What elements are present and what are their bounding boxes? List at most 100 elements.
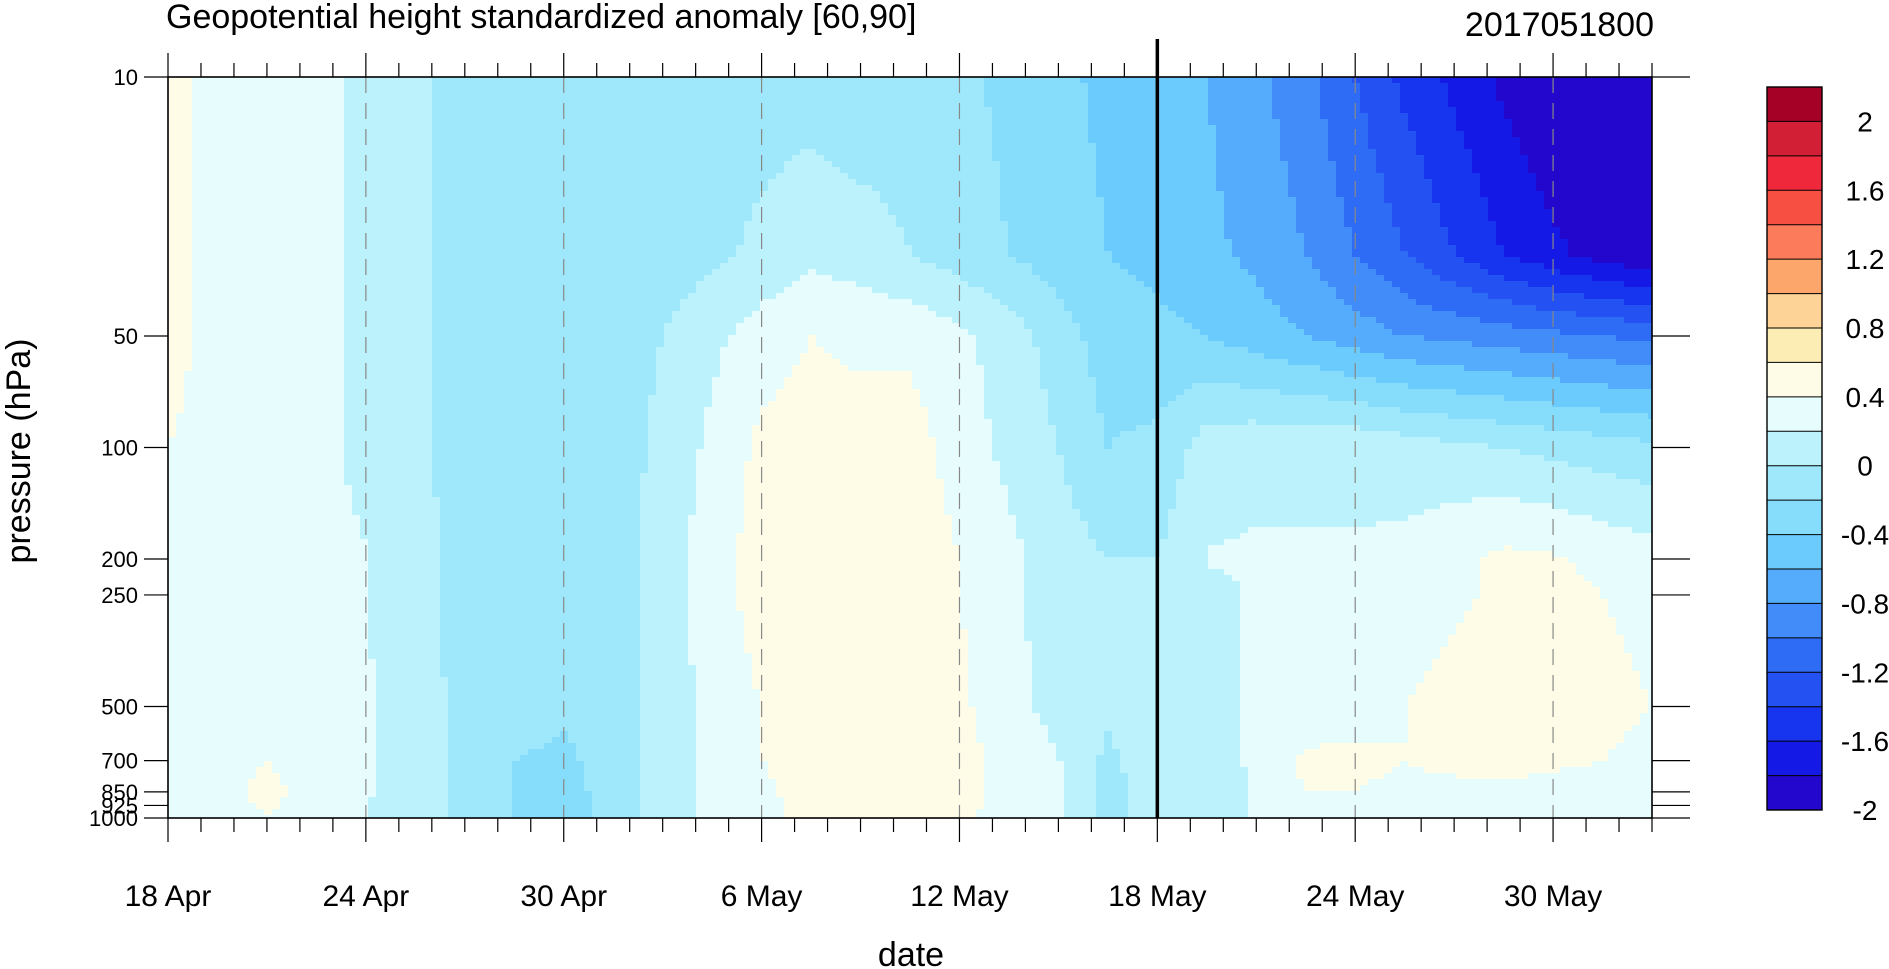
contour-cell: [640, 143, 649, 150]
contour-cell: [1056, 161, 1065, 168]
contour-cell: [752, 191, 761, 198]
contour-cell: [880, 119, 889, 126]
contour-cell: [680, 155, 689, 162]
contour-cell: [1032, 167, 1041, 174]
contour-cell: [696, 215, 705, 222]
contour-cell: [960, 155, 969, 162]
contour-cell: [800, 167, 809, 174]
contour-cell: [168, 119, 177, 126]
contour-cell: [960, 77, 969, 84]
contour-cell: [416, 107, 425, 114]
contour-cell: [784, 95, 793, 102]
contour-cell: [1072, 167, 1081, 174]
contour-cell: [208, 101, 217, 108]
contour-cell: [352, 173, 361, 180]
contour-cell: [1400, 209, 1409, 216]
contour-cell: [304, 113, 313, 120]
contour-cell: [1328, 125, 1337, 132]
contour-cell: [992, 89, 1001, 96]
contour-cell: [1288, 185, 1297, 192]
contour-cell: [1008, 137, 1017, 144]
contour-cell: [280, 209, 289, 216]
contour-cell: [1272, 221, 1281, 228]
contour-cell: [200, 179, 209, 186]
contour-cell: [520, 149, 529, 156]
contour-cell: [752, 167, 761, 174]
contour-cell: [1128, 137, 1137, 144]
contour-cell: [1520, 137, 1529, 144]
contour-cell: [232, 191, 241, 198]
contour-cell: [904, 101, 913, 108]
contour-cell: [616, 203, 625, 210]
contour-cell: [1336, 143, 1345, 150]
contour-cell: [768, 131, 777, 138]
contour-cell: [1560, 203, 1569, 210]
contour-cell: [1544, 149, 1553, 156]
contour-cell: [1104, 209, 1113, 216]
contour-cell: [1408, 221, 1417, 228]
contour-cell: [912, 77, 921, 84]
contour-cell: [1008, 233, 1017, 240]
contour-cell: [1456, 191, 1465, 198]
contour-cell: [360, 185, 369, 192]
contour-cell: [1192, 173, 1201, 180]
contour-cell: [744, 137, 753, 144]
contour-cell: [504, 173, 513, 180]
contour-cell: [480, 233, 489, 240]
contour-cell: [632, 155, 641, 162]
contour-cell: [640, 113, 649, 120]
contour-cell: [408, 185, 417, 192]
contour-cell: [768, 227, 777, 234]
contour-cell: [1168, 161, 1177, 168]
contour-cell: [1008, 101, 1017, 108]
contour-cell: [856, 83, 865, 90]
contour-cell: [672, 89, 681, 96]
contour-cell: [824, 107, 833, 114]
contour-cell: [1048, 131, 1057, 138]
contour-cell: [640, 227, 649, 234]
contour-cell: [976, 149, 985, 156]
contour-cell: [216, 149, 225, 156]
contour-cell: [544, 89, 553, 96]
contour-cell: [368, 131, 377, 138]
contour-cell: [904, 185, 913, 192]
contour-cell: [192, 119, 201, 126]
contour-cell: [560, 197, 569, 204]
contour-cell: [1144, 161, 1153, 168]
contour-cell: [872, 101, 881, 108]
contour-cell: [1568, 137, 1577, 144]
contour-cell: [792, 131, 801, 138]
contour-cell: [576, 191, 585, 198]
contour-cell: [664, 143, 673, 150]
contour-cell: [416, 227, 425, 234]
contour-cell: [920, 131, 929, 138]
contour-cell: [224, 89, 233, 96]
contour-cell: [368, 233, 377, 240]
contour-cell: [552, 185, 561, 192]
contour-cell: [1064, 143, 1073, 150]
contour-cell: [552, 149, 561, 156]
contour-cell: [976, 221, 985, 228]
contour-cell: [1480, 227, 1489, 234]
contour-cell: [712, 221, 721, 228]
contour-cell: [856, 149, 865, 156]
contour-cell: [344, 125, 353, 132]
contour-cell: [576, 185, 585, 192]
contour-cell: [192, 233, 201, 240]
contour-cell: [1184, 125, 1193, 132]
contour-cell: [960, 149, 969, 156]
contour-cell: [1472, 221, 1481, 228]
contour-cell: [1272, 233, 1281, 240]
contour-cell: [1576, 155, 1585, 162]
contour-cell: [176, 143, 185, 150]
contour-cell: [1528, 197, 1537, 204]
contour-cell: [1648, 173, 1653, 180]
contour-cell: [648, 149, 657, 156]
contour-cell: [1472, 83, 1481, 90]
contour-cell: [1096, 149, 1105, 156]
contour-cell: [496, 113, 505, 120]
contour-cell: [1168, 215, 1177, 222]
contour-cell: [864, 197, 873, 204]
contour-cell: [1016, 95, 1025, 102]
contour-cell: [744, 143, 753, 150]
